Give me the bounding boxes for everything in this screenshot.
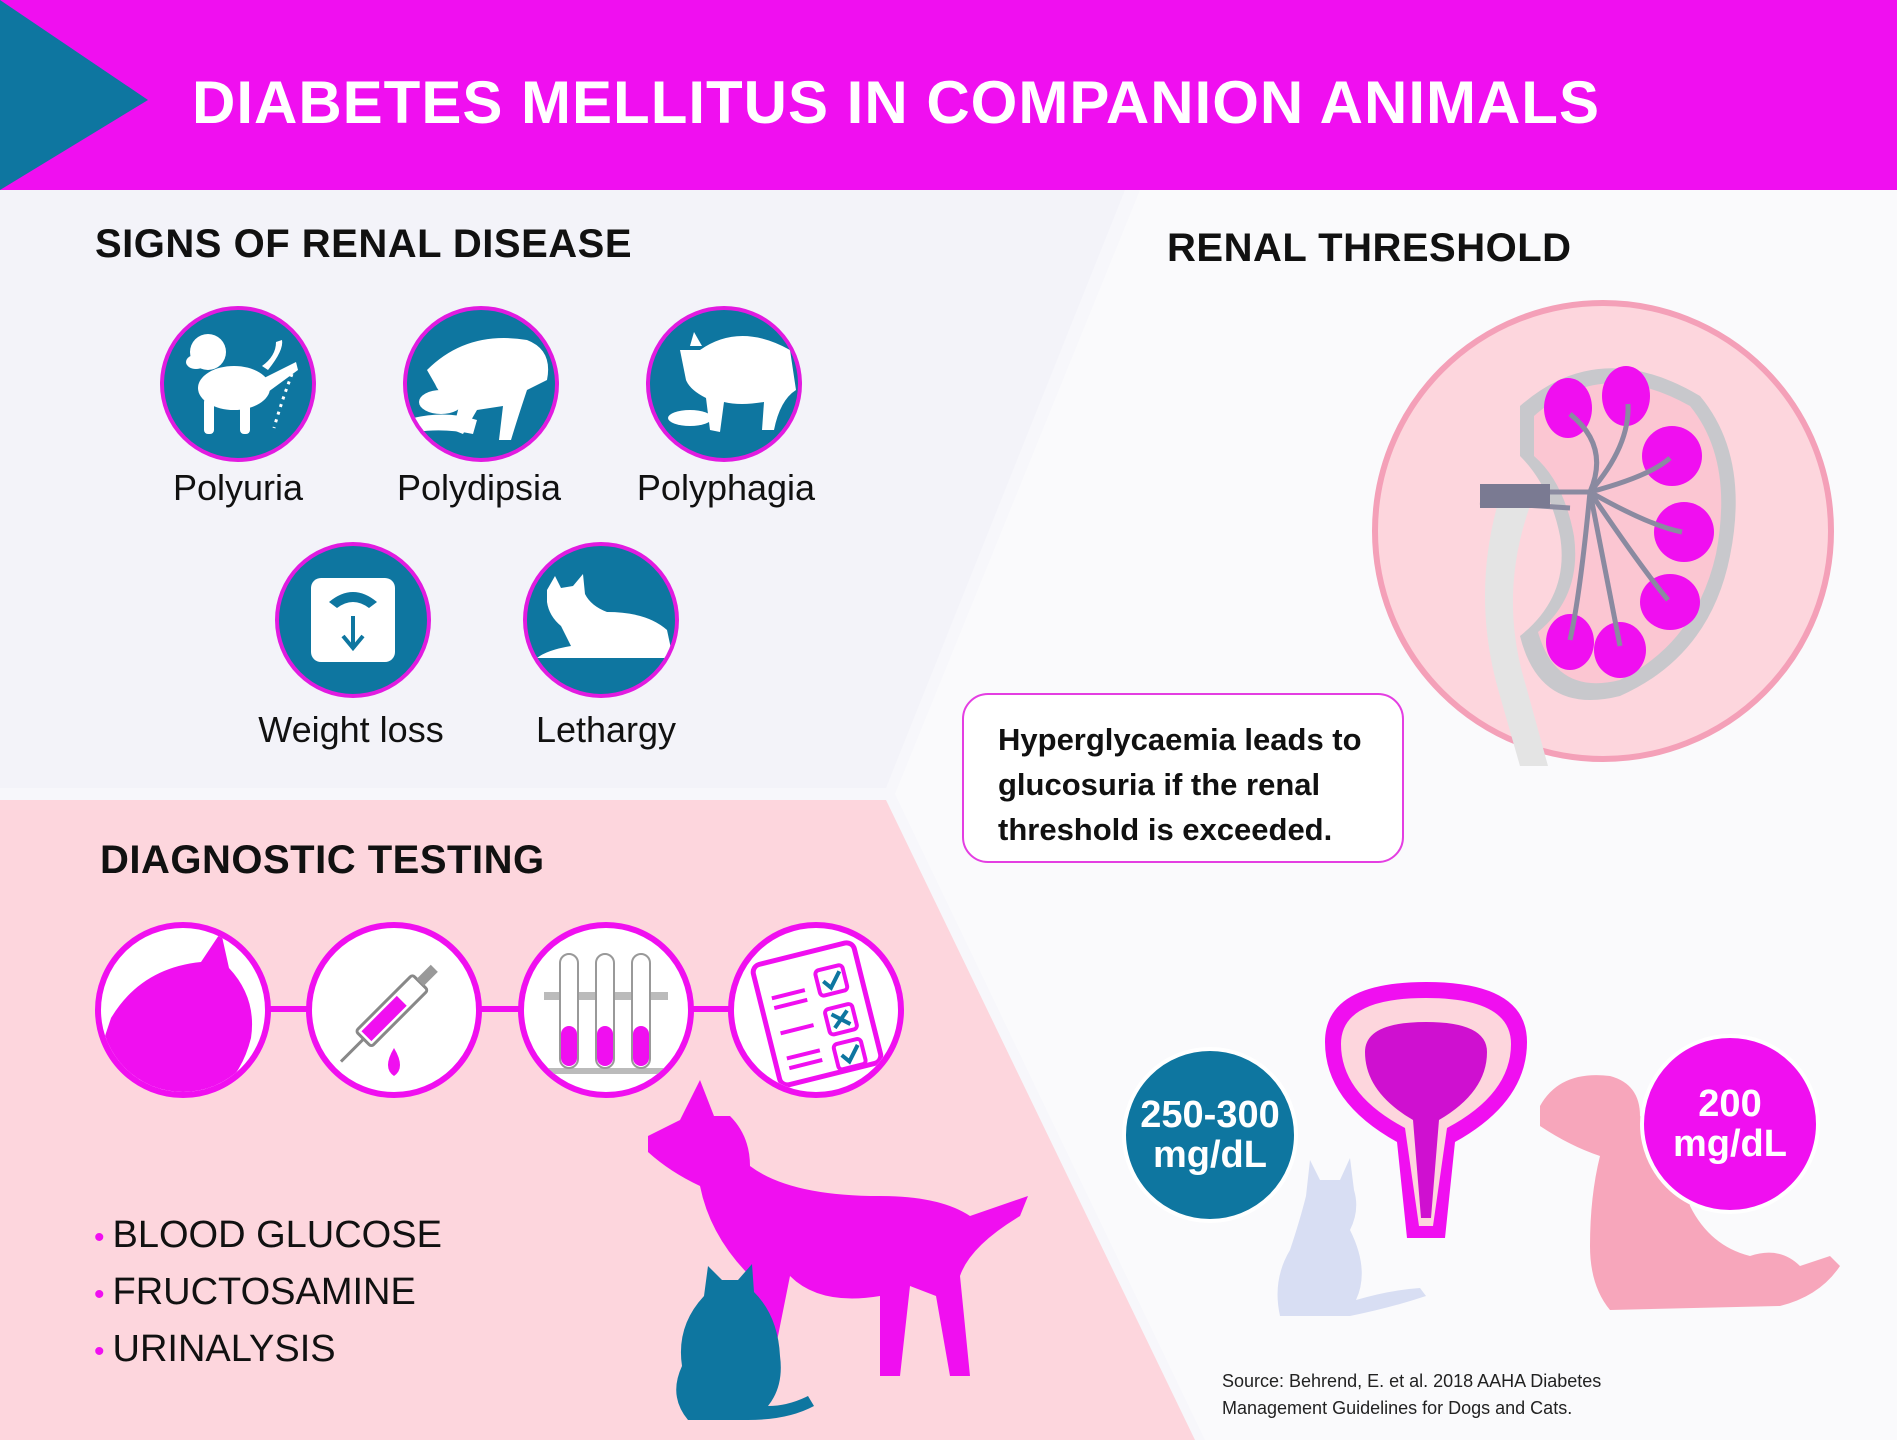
bullet-dot-icon: • [94,1278,105,1311]
dog-drinking-icon [403,306,559,462]
dog-lying-icon [523,542,679,698]
cat-head-icon [95,922,271,1098]
cat-threshold-value: 250-300 mg/dL [1140,1094,1280,1176]
test-label-fructosamine: FRUCTOSAMINE [112,1271,416,1313]
dog-threshold-value: 200 mg/dL [1673,1083,1787,1165]
bullet-dot-icon: • [94,1221,105,1254]
test-item: • FRUCTOSAMINE [94,1271,416,1314]
dog-urinating-icon [160,306,316,462]
sign-label-weight-loss: Weight loss [258,709,444,750]
test-item: • URINALYSIS [94,1328,336,1371]
dog-threshold-badge: 200 mg/dL [1640,1034,1820,1214]
header-arrow-icon [0,0,148,190]
sign-label-polydipsia: Polydipsia [396,467,562,508]
test-item: • BLOOD GLUCOSE [94,1214,442,1257]
dog-sitting-silhouette-icon [1540,1075,1840,1310]
header-banner: DIABETES MELLITUS IN COMPANION ANIMALS [0,0,1897,190]
weighing-scale-icon [275,542,431,698]
source-citation: Source: Behrend, E. et al. 2018 AAHA Dia… [1222,1371,1602,1418]
checklist-icon [728,922,904,1098]
bladder-illustration [1325,982,1527,1238]
dog-standing-silhouette-icon [648,1080,1028,1376]
renal-title: RENAL THRESHOLD [1167,226,1572,270]
cat-threshold-badge: 250-300 mg/dL [1122,1047,1298,1223]
sign-label-polyuria: Polyuria [172,467,304,508]
page-title: DIABETES MELLITUS IN COMPANION ANIMALS [192,69,1600,136]
diagnostic-title: DIAGNOSTIC TESTING [100,838,545,882]
kidney-illustration [1372,300,1834,766]
test-tubes-icon [518,922,694,1098]
signs-title: SIGNS OF RENAL DISEASE [95,222,633,266]
sign-label-polyphagia: Polyphagia [636,467,816,508]
renal-callout: Hyperglycaemia leads to glucosuria if th… [962,693,1404,863]
dog-eating-icon [646,306,802,462]
bullet-dot-icon: • [94,1335,105,1368]
syringe-icon [306,922,482,1098]
cat-sitting-silhouette-icon [676,1264,814,1420]
sign-label-lethargy: Lethargy [535,709,677,750]
test-label-blood-glucose: BLOOD GLUCOSE [112,1214,442,1256]
cat-silhouette-icon [1277,1158,1426,1316]
test-label-urinalysis: URINALYSIS [112,1328,336,1370]
